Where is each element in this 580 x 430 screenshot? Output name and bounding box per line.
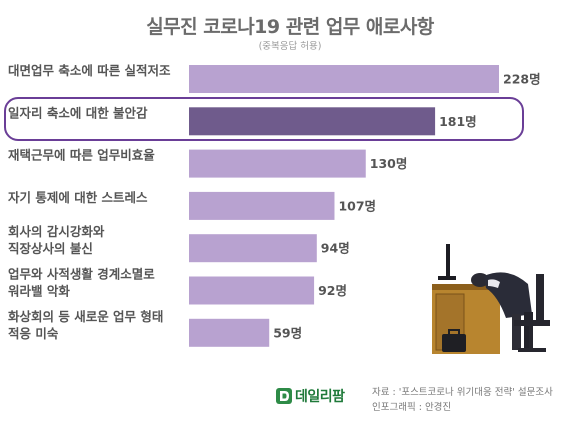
- tired-worker-illustration: [432, 244, 550, 354]
- brand-logo: 데일리팜: [276, 386, 345, 406]
- chart-subtitle: (중복응답 허용): [258, 41, 322, 52]
- monitor-icon: [446, 244, 450, 278]
- value-label-6: 92명: [318, 283, 347, 298]
- bar-5: [189, 234, 317, 263]
- bar-4: [189, 191, 335, 220]
- category-label-line: 적응 미숙: [8, 326, 59, 341]
- bar-1: [189, 65, 499, 93]
- bar-chart: 228명 대면업무 축소에 따른 실적저조 181명 일자리 축소에 대한 불안감 13…: [8, 63, 541, 347]
- brand-logo-text: 데일리팜: [295, 389, 345, 405]
- source-note: 자료 : '포스트코로나 위기대응 전략' 설문조사 인포그래픽 : 안경진: [372, 385, 553, 415]
- bar-6: [189, 276, 315, 305]
- value-label-3: 130명: [370, 156, 408, 171]
- value-label-7: 59명: [273, 325, 302, 340]
- category-label-line: 자기 통제에 대한 스트레스: [8, 190, 148, 205]
- brand-logo-icon: [276, 388, 292, 404]
- highlight-frame: [4, 97, 524, 141]
- chart-title: 실무진 코로나19 관련 업무 애로사항: [146, 16, 434, 38]
- category-label-line: 대면업무 축소에 따른 실적저조: [8, 63, 171, 78]
- bar-7: [189, 318, 270, 347]
- category-label-1: 대면업무 축소에 따른 실적저조: [8, 63, 171, 78]
- value-label-1: 228명: [503, 72, 541, 87]
- value-label-5: 94명: [321, 241, 350, 256]
- category-label-line: 워라밸 악화: [8, 284, 70, 299]
- value-label-2: 181명: [439, 114, 477, 129]
- value-label-4: 107명: [338, 198, 376, 213]
- category-label-4: 자기 통제에 대한 스트레스: [8, 190, 148, 205]
- category-label-line: 일자리 축소에 대한 불안감: [8, 105, 148, 120]
- category-label-line: 회사의 감시강화와: [8, 224, 105, 239]
- bar-2: [189, 107, 436, 136]
- category-label-line: 화상회의 등 새로운 업무 형태: [8, 309, 163, 324]
- category-label-line: 직장상사의 불신: [8, 241, 93, 256]
- bar-3: [189, 149, 366, 178]
- category-label-line: 업무와 사적생활 경계소멸로: [8, 267, 155, 282]
- category-label-3: 재택근무에 따른 업무비효율: [8, 148, 155, 163]
- credit-line: 인포그래픽 : 안경진: [372, 402, 452, 413]
- category-label-2: 일자리 축소에 대한 불안감: [8, 105, 148, 120]
- source-line: 자료 : '포스트코로나 위기대응 전략' 설문조사: [372, 387, 553, 398]
- category-label-line: 재택근무에 따른 업무비효율: [8, 148, 155, 163]
